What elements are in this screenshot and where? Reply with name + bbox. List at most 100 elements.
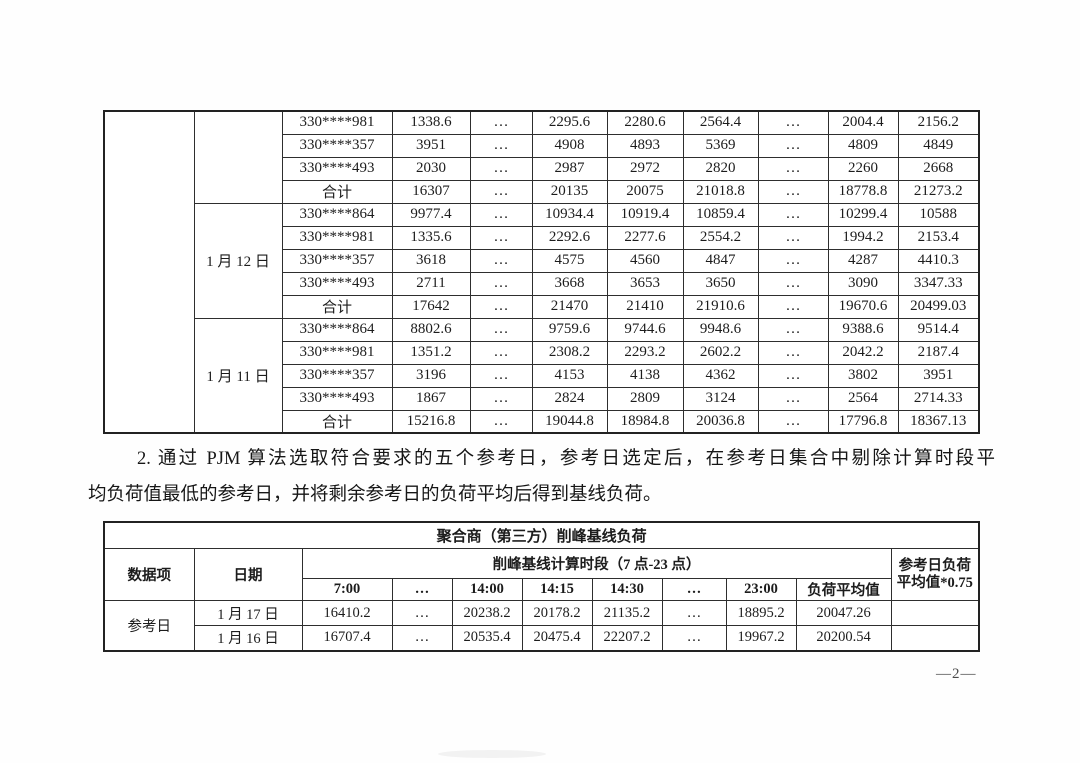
value-cell: 3668 (531, 271, 608, 296)
empty-value-cell (890, 600, 980, 626)
ellipsis-cell: … (469, 386, 533, 411)
date-cell: 1 月 16 日 (193, 625, 303, 651)
value-cell: 16410.2 (301, 600, 393, 626)
ellipsis-cell: … (469, 179, 533, 204)
value-cell: 4809 (827, 133, 899, 158)
value-cell: 2030 (391, 156, 471, 181)
value-cell: 20200.54 (795, 625, 892, 651)
user-id-cell: 330****981 (281, 225, 393, 250)
ellipsis-cell: … (469, 156, 533, 181)
value-cell: 9388.6 (827, 317, 899, 342)
table-row: 330****493 2711 … 3668 3653 3650 … 3090 … (104, 271, 980, 296)
ellipsis-cell: … (469, 317, 533, 342)
empty-value-cell (890, 625, 980, 651)
value-cell: 5369 (682, 133, 759, 158)
paragraph-line: 均负荷值最低的参考日，并将剩余参考日的负荷平均后得到基线负荷。 (88, 485, 662, 505)
ellipsis-cell: … (757, 225, 829, 250)
ellipsis-cell: … (757, 156, 829, 181)
value-cell: 8802.6 (391, 317, 471, 342)
value-cell: 2972 (606, 156, 684, 181)
table-row: 合计 16307 … 20135 20075 21018.8 … 18778.8… (104, 179, 980, 204)
value-cell: 20036.8 (682, 409, 759, 434)
value-cell: 2293.2 (606, 340, 684, 365)
value-cell: 20238.2 (451, 600, 523, 626)
value-cell: 4893 (606, 133, 684, 158)
ref-load-line2: 平均值*0.75 (896, 574, 973, 591)
value-cell: 4287 (827, 248, 899, 273)
value-cell: 16707.4 (301, 625, 393, 651)
user-id-cell: 330****493 (281, 271, 393, 296)
value-cell: 1867 (391, 386, 471, 411)
column-header-data-item: 数据项 (103, 548, 195, 601)
table-row: 数据项 日期 削峰基线计算时段（7 点-23 点） 参考日负荷 平均值*0.75 (103, 548, 980, 601)
value-cell: 9948.6 (682, 317, 759, 342)
avg-load-header-cell: 负荷平均值 (795, 578, 892, 601)
ellipsis-cell: … (391, 625, 453, 651)
value-cell: 4138 (606, 363, 684, 388)
value-cell: 20178.2 (521, 600, 593, 626)
user-id-cell: 330****357 (281, 133, 393, 158)
column-header-date: 日期 (193, 548, 303, 601)
table-row: 330****357 3196 … 4153 4138 4362 … 3802 … (104, 363, 980, 388)
ellipsis-cell: … (469, 248, 533, 273)
ellipsis-cell: … (469, 271, 533, 296)
value-cell: 3347.33 (897, 271, 980, 296)
value-cell: 4153 (531, 363, 608, 388)
value-cell: 20075 (606, 179, 684, 204)
user-id-cell: 330****493 (281, 156, 393, 181)
user-id-cell: 330****357 (281, 248, 393, 273)
column-header-period: 削峰基线计算时段（7 点-23 点） (301, 548, 892, 579)
value-cell: 1351.2 (391, 340, 471, 365)
value-cell: 10934.4 (531, 202, 608, 227)
body-paragraph: 2. 通过 PJM 算法选取符合要求的五个参考日，参考日选定后，在参考日集合中剔… (88, 441, 995, 513)
table-row: 330****981 1351.2 … 2308.2 2293.2 2602.2… (104, 340, 980, 365)
value-cell: 21273.2 (897, 179, 980, 204)
value-cell: 3650 (682, 271, 759, 296)
table-row: 1 月 16 日 16707.4 … 20535.4 20475.4 22207… (104, 625, 980, 651)
table-row: 聚合商（第三方）削峰基线负荷 (103, 521, 980, 549)
total-label-cell: 合计 (281, 179, 393, 204)
value-cell: 19967.2 (725, 625, 797, 651)
value-cell: 21410 (606, 294, 684, 319)
value-cell: 9514.4 (897, 317, 980, 342)
value-cell: 2153.4 (897, 225, 980, 250)
value-cell: 17642 (391, 294, 471, 319)
value-cell: 1338.6 (391, 110, 471, 135)
user-id-cell: 330****864 (281, 317, 393, 342)
ref-load-line1: 参考日负荷 (898, 557, 972, 574)
table-row: 330****357 3618 … 4575 4560 4847 … 4287 … (104, 248, 980, 273)
value-cell: 18895.2 (725, 600, 797, 626)
column-header-ref-load: 参考日负荷 平均值*0.75 (890, 548, 980, 601)
table-row: 330****357 3951 … 4908 4893 5369 … 4809 … (104, 133, 980, 158)
user-id-cell: 330****864 (281, 202, 393, 227)
ellipsis-cell: … (757, 179, 829, 204)
ellipsis-cell: … (391, 600, 453, 626)
value-cell: 15216.8 (391, 409, 471, 434)
table-row: 参考日 1 月 17 日 16410.2 … 20238.2 20178.2 2… (103, 600, 980, 651)
value-cell: 2824 (531, 386, 608, 411)
value-cell: 3090 (827, 271, 899, 296)
date-cell (193, 110, 283, 204)
table-row: 330****981 1335.6 … 2292.6 2277.6 2554.2… (104, 225, 980, 250)
value-cell: 10299.4 (827, 202, 899, 227)
user-id-cell: 330****981 (281, 110, 393, 135)
value-cell: 4908 (531, 133, 608, 158)
value-cell: 17796.8 (827, 409, 899, 434)
date-cell: 1 月 11 日 (193, 317, 283, 434)
ellipsis-cell: … (469, 409, 533, 434)
value-cell: 21018.8 (682, 179, 759, 204)
value-cell: 9744.6 (606, 317, 684, 342)
table-row: 330****981 1338.6 … 2295.6 2280.6 2564.4… (103, 110, 980, 434)
value-cell: 4410.3 (897, 248, 980, 273)
value-cell: 20135 (531, 179, 608, 204)
ellipsis-cell: … (661, 600, 727, 626)
ellipsis-cell: … (469, 133, 533, 158)
table-title-cell: 聚合商（第三方）削峰基线负荷 (103, 521, 980, 549)
value-cell: 2292.6 (531, 225, 608, 250)
value-cell: 16307 (391, 179, 471, 204)
table-row: 330****493 2030 … 2987 2972 2820 … 2260 … (104, 156, 980, 181)
row-label-cell: 参考日 (103, 600, 195, 651)
total-label-cell: 合计 (281, 409, 393, 434)
table-row: 合计 17642 … 21470 21410 21910.6 … 19670.6… (104, 294, 980, 319)
